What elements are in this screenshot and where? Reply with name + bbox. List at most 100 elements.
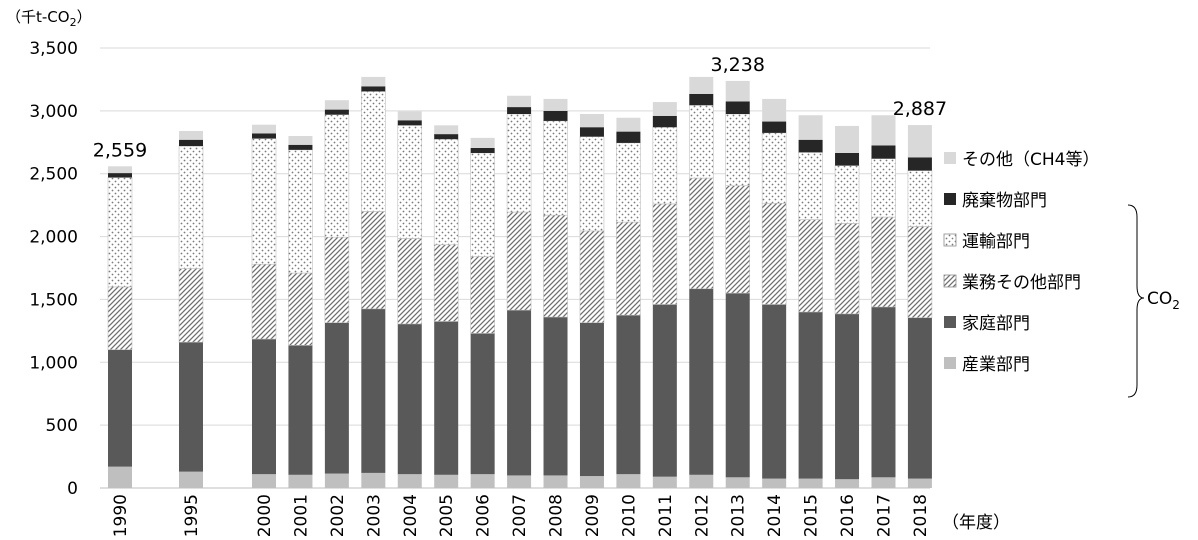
bar-2002-ch4 bbox=[324, 100, 349, 110]
x-tick-label: 1990 bbox=[111, 494, 131, 537]
bar-2004- bbox=[397, 120, 422, 126]
bar-2003- bbox=[361, 91, 386, 212]
y-tick-label: 1,000 bbox=[29, 353, 78, 373]
y-tick-label: 1,500 bbox=[29, 290, 78, 310]
bar-2017- bbox=[871, 477, 896, 488]
bar-2003- bbox=[361, 86, 386, 92]
bar-2016- bbox=[834, 223, 860, 315]
bar-2007- bbox=[507, 310, 532, 476]
bar-2002- bbox=[324, 322, 349, 474]
bar-2008- bbox=[543, 317, 568, 476]
bar-2006- bbox=[470, 152, 495, 257]
bar-2010- bbox=[616, 315, 641, 475]
bar-2004- bbox=[397, 323, 422, 475]
bar-2008- bbox=[543, 110, 568, 121]
bar-2009- bbox=[579, 322, 604, 477]
bar-2003- bbox=[361, 211, 386, 310]
bar-2011- bbox=[652, 126, 678, 205]
bar-2013- bbox=[725, 477, 750, 488]
legend-swatch bbox=[944, 152, 956, 164]
bar-2013- bbox=[725, 113, 751, 186]
bar-2010- bbox=[616, 221, 641, 316]
bar-2018- bbox=[907, 170, 933, 227]
bar-2004- bbox=[397, 125, 423, 239]
bar-2015- bbox=[798, 478, 823, 488]
bar-2005- bbox=[434, 474, 459, 488]
y-tick-label: 3,500 bbox=[29, 39, 78, 59]
x-tick-label: 2009 bbox=[583, 494, 603, 537]
bar-2018-ch4 bbox=[907, 125, 932, 158]
x-tick-label: 2014 bbox=[765, 494, 785, 537]
bar-2012-ch4 bbox=[689, 76, 714, 94]
bar-2006- bbox=[470, 147, 495, 153]
bar-2012- bbox=[689, 93, 714, 106]
bar-2016- bbox=[835, 313, 860, 480]
bar-2008-ch4 bbox=[543, 98, 568, 111]
bar-2008- bbox=[543, 475, 568, 488]
bar-2016- bbox=[835, 152, 860, 166]
bar-2009- bbox=[579, 230, 605, 323]
bar-2006- bbox=[470, 474, 495, 488]
bar-1990- bbox=[108, 349, 132, 467]
y-tick-label: 3,000 bbox=[29, 102, 78, 122]
bar-2011-ch4 bbox=[652, 102, 677, 116]
legend-label: 業務その他部門 bbox=[962, 273, 1081, 293]
bar-2010- bbox=[616, 142, 641, 223]
legend-label: その他（CH4等） bbox=[962, 150, 1099, 170]
bar-2012- bbox=[689, 288, 714, 475]
bar-2000-ch4 bbox=[252, 124, 276, 134]
x-tick-label: 2012 bbox=[692, 494, 712, 537]
bar-2017- bbox=[871, 145, 896, 159]
bar-2002- bbox=[324, 109, 349, 115]
bar-2005-ch4 bbox=[434, 125, 459, 135]
x-tick-label: 2002 bbox=[328, 494, 348, 537]
x-tick-label: 2016 bbox=[838, 494, 858, 537]
bar-2017-ch4 bbox=[871, 115, 896, 146]
bar-2001- bbox=[288, 345, 313, 475]
bar-2012- bbox=[688, 104, 714, 179]
bar-2008- bbox=[543, 214, 568, 318]
bar-2018- bbox=[907, 226, 933, 318]
bar-2001- bbox=[288, 149, 313, 274]
bar-1990- bbox=[107, 286, 133, 351]
bar-2017- bbox=[871, 306, 896, 478]
bar-2014- bbox=[762, 478, 787, 488]
bar-2014- bbox=[762, 304, 787, 479]
bar-2010- bbox=[616, 131, 641, 143]
legend-swatch bbox=[944, 357, 956, 369]
co2-bracket-label: CO2 bbox=[1147, 289, 1180, 312]
bar-2009-ch4 bbox=[579, 114, 604, 128]
x-tick-label: 2013 bbox=[729, 494, 749, 537]
bar-2000- bbox=[251, 138, 277, 265]
x-unit-label: （年度） bbox=[942, 513, 1010, 533]
x-tick-label: 2008 bbox=[547, 494, 567, 537]
bar-2013- bbox=[725, 293, 750, 478]
x-tick-label: 2015 bbox=[802, 494, 822, 537]
bar-2007- bbox=[506, 211, 532, 311]
bar-2011- bbox=[652, 304, 677, 477]
bar-2017- bbox=[871, 158, 896, 218]
bar-2016- bbox=[834, 165, 860, 224]
bar-2009- bbox=[579, 136, 605, 232]
bar-2011- bbox=[652, 203, 678, 305]
data-labels: 2,559 3,238 2,887 bbox=[93, 54, 947, 161]
x-tick-label: 1995 bbox=[182, 494, 202, 537]
bar-2013- bbox=[725, 101, 750, 114]
bar-2001- bbox=[288, 144, 313, 150]
x-tick-label: 2006 bbox=[474, 494, 494, 537]
bars bbox=[107, 76, 933, 488]
bar-2004- bbox=[397, 474, 422, 488]
y-axis: 0 500 1,000 1,500 2,000 2,500 3,000 3,500 bbox=[29, 39, 78, 499]
bar-2016-ch4 bbox=[835, 125, 860, 153]
bar-2006- bbox=[470, 333, 495, 475]
bar-2003- bbox=[361, 308, 386, 473]
x-tick-label: 2007 bbox=[510, 494, 530, 537]
bar-2013- bbox=[725, 185, 751, 294]
data-label: 2,887 bbox=[893, 98, 947, 120]
legend-label: 家庭部門 bbox=[962, 314, 1030, 334]
y-tick-label: 0 bbox=[67, 479, 78, 499]
bar-2014-ch4 bbox=[762, 98, 787, 122]
bar-2014- bbox=[761, 132, 787, 204]
bar-2014- bbox=[762, 121, 787, 133]
bar-2004- bbox=[397, 238, 423, 325]
